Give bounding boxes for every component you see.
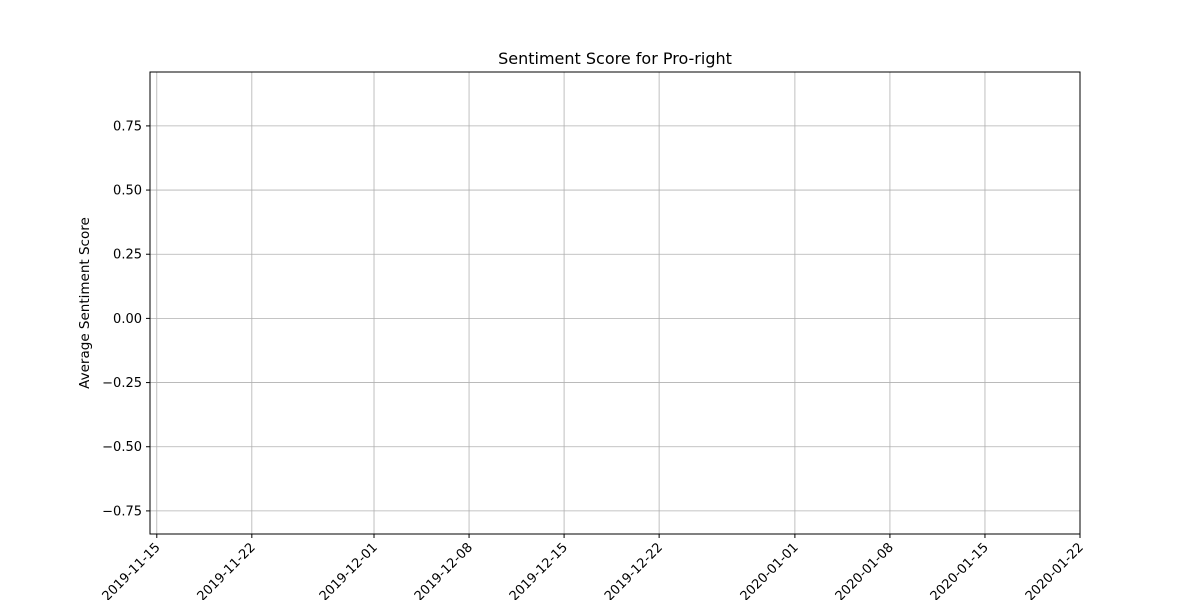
y-tick-label: 0.75 [113, 119, 142, 134]
y-tick-label: −0.75 [102, 504, 142, 519]
y-tick-label: 0.00 [113, 312, 142, 327]
y-tick-label: 0.25 [113, 248, 142, 263]
y-gridlines [150, 125, 1080, 512]
plot-area-frame [149, 71, 1081, 535]
chart-title: Sentiment Score for Pro-right [498, 49, 732, 68]
y-axis-label: Average Sentiment Score [77, 217, 93, 389]
y-tick-label: 0.50 [113, 184, 142, 199]
y-tick-label: −0.50 [102, 440, 142, 455]
y-tick-label: −0.25 [102, 376, 142, 391]
y-axis-ticks: 0.75 0.50 0.25 0.00 −0.25 −0.50 −0.75 [102, 119, 150, 519]
